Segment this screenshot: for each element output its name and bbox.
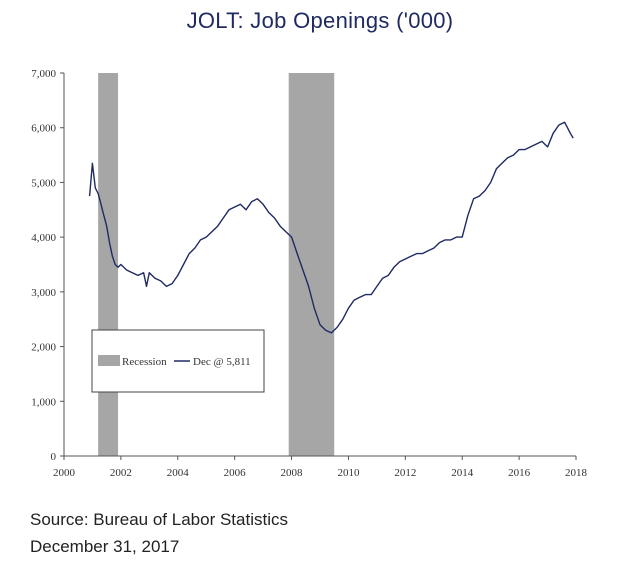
series-line-job-openings <box>88 121 574 334</box>
x-tick-label: 2008 <box>281 467 304 479</box>
legend: Recession Dec @ 5,811 <box>91 329 265 393</box>
source-date: December 31, 2017 <box>30 537 180 556</box>
x-tick-label: 2006 <box>224 467 247 479</box>
source-note: Source: Bureau of Labor Statistics Decem… <box>30 506 288 560</box>
y-tick-label: 5,000 <box>31 177 56 189</box>
recession-band <box>288 73 335 456</box>
job-openings-chart: 0 1,000 2,000 3,000 4,000 5,000 6,000 7,000 200… <box>31 68 588 479</box>
series-layer <box>88 121 574 334</box>
y-tick-label: 2,000 <box>31 342 56 354</box>
x-ticks: 2000 2002 2004 2006 2008 2010 2012 2014 2016 2018 <box>53 456 588 479</box>
x-tick-label: 2002 <box>110 467 132 479</box>
y-tick-label: 6,000 <box>31 123 56 135</box>
x-tick-label: 2012 <box>394 467 416 479</box>
y-tick-label: 3,000 <box>31 287 56 299</box>
x-tick-label: 2016 <box>508 467 531 479</box>
x-tick-label: 2018 <box>565 467 588 479</box>
legend-recession-label: Recession <box>122 356 167 368</box>
y-tick-label: 7,000 <box>31 68 56 80</box>
chart-title: JOLT: Job Openings ('000) <box>186 8 454 33</box>
axes <box>63 73 576 457</box>
source-text: Source: Bureau of Labor Statistics <box>30 510 288 529</box>
y-tick-label: 0 <box>51 451 57 463</box>
legend-recession-swatch <box>98 355 120 366</box>
recession-bands <box>98 73 335 456</box>
x-tick-label: 2004 <box>167 467 190 479</box>
x-tick-label: 2010 <box>337 467 360 479</box>
x-tick-label: 2000 <box>53 467 76 479</box>
y-tick-label: 4,000 <box>31 232 56 244</box>
legend-series-label: Dec @ 5,811 <box>193 356 251 368</box>
x-tick-label: 2014 <box>451 467 474 479</box>
y-ticks: 0 1,000 2,000 3,000 4,000 5,000 6,000 7,000 <box>31 68 64 463</box>
y-tick-label: 1,000 <box>31 396 56 408</box>
